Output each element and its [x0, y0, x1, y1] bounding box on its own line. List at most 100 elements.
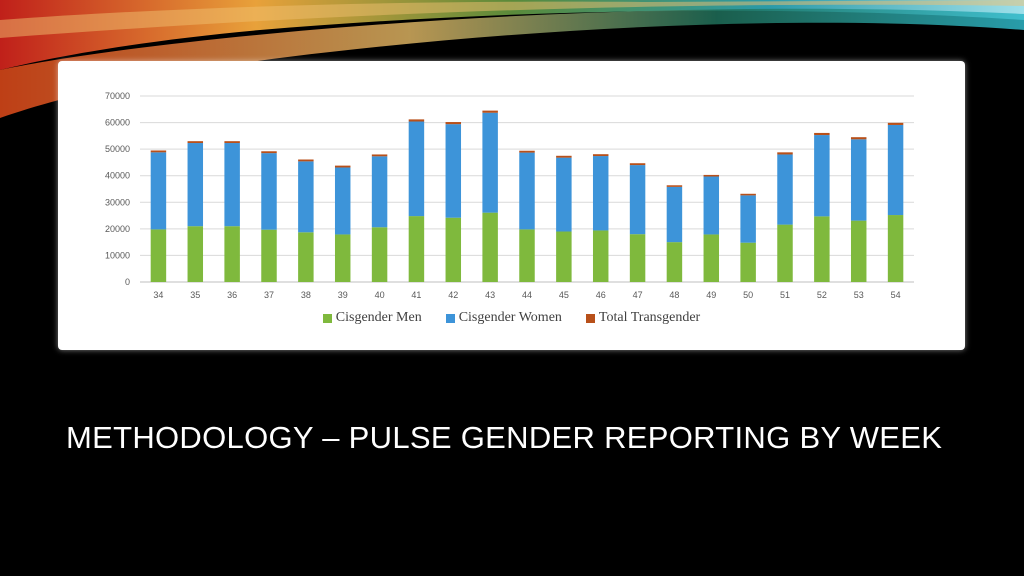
legend-label: Cisgender Women [458, 310, 562, 325]
bar-total-transgender-week-39 [334, 165, 351, 168]
y-tick-label: 70000 [105, 91, 130, 101]
bar-cisgender-women-week-53 [850, 139, 867, 221]
bar-total-transgender-week-34 [150, 150, 167, 153]
x-tick-label: 40 [375, 290, 385, 300]
x-tick-label: 45 [559, 290, 569, 300]
bar-cisgender-women-week-54 [887, 124, 904, 216]
bar-cisgender-women-week-40 [371, 156, 388, 228]
bar-cisgender-men-week-35 [187, 226, 204, 282]
bar-cisgender-women-week-50 [740, 195, 756, 243]
bar-cisgender-women-week-51 [777, 154, 793, 225]
bar-total-transgender-week-50 [740, 193, 756, 196]
bar-cisgender-women-week-46 [592, 156, 609, 231]
bar-total-transgender-week-45 [556, 155, 572, 158]
bar-total-transgender-week-37 [261, 151, 277, 154]
x-tick-label: 48 [669, 290, 679, 300]
legend-label: Total Transgender [598, 310, 701, 325]
legend-swatch [445, 313, 455, 323]
bar-cisgender-women-week-38 [298, 161, 314, 233]
bar-total-transgender-week-38 [298, 159, 314, 162]
bar-cisgender-women-week-37 [261, 153, 277, 230]
bar-cisgender-women-week-52 [814, 135, 830, 217]
bar-cisgender-women-week-45 [556, 157, 572, 232]
legend-swatch [585, 313, 595, 323]
bar-total-transgender-week-44 [519, 150, 535, 153]
x-tick-label: 52 [817, 290, 827, 300]
bar-cisgender-men-week-41 [408, 216, 425, 282]
bar-cisgender-men-week-52 [814, 216, 830, 282]
bar-total-transgender-week-35 [187, 141, 204, 144]
bar-total-transgender-week-48 [666, 185, 683, 187]
bar-cisgender-men-week-47 [629, 234, 646, 282]
bar-cisgender-men-week-38 [298, 232, 314, 282]
x-tick-label: 39 [338, 290, 348, 300]
x-tick-label: 38 [301, 290, 311, 300]
x-tick-label: 34 [153, 290, 163, 300]
bar-total-transgender-week-52 [814, 132, 830, 136]
y-tick-label: 0 [125, 277, 130, 287]
bar-total-transgender-week-51 [777, 152, 793, 155]
slide-title: METHODOLOGY – PULSE GENDER REPORTING BY … [66, 420, 943, 455]
x-tick-label: 35 [190, 290, 200, 300]
x-tick-label: 43 [485, 290, 495, 300]
bar-cisgender-men-week-43 [482, 212, 498, 282]
bar-total-transgender-week-36 [224, 141, 240, 144]
y-tick-label: 30000 [105, 197, 130, 207]
bar-total-transgender-week-53 [850, 137, 867, 140]
bar-total-transgender-week-46 [592, 154, 609, 157]
bar-cisgender-men-week-49 [703, 234, 720, 282]
bar-cisgender-men-week-42 [445, 217, 462, 282]
bar-cisgender-women-week-35 [187, 143, 204, 227]
bar-total-transgender-week-49 [703, 174, 720, 177]
legend-label: Cisgender Men [335, 310, 422, 325]
bar-cisgender-men-week-54 [887, 215, 904, 282]
x-tick-label: 37 [264, 290, 274, 300]
legend-swatch [322, 313, 332, 323]
bar-cisgender-women-week-47 [629, 165, 646, 235]
bar-cisgender-men-week-36 [224, 226, 240, 282]
bar-cisgender-men-week-46 [592, 230, 609, 282]
stacked-bar-chart: 0 10000 20000 30000 40000 50000 60000 70000 34 35… [105, 91, 914, 300]
bar-cisgender-men-week-39 [334, 234, 351, 282]
chart-card: 0 10000 20000 30000 40000 50000 60000 70000 34 35… [58, 61, 965, 350]
bar-cisgender-men-week-50 [740, 242, 756, 282]
x-tick-label: 47 [633, 290, 643, 300]
bar-cisgender-women-week-49 [703, 176, 720, 235]
bar-total-transgender-week-41 [408, 119, 425, 122]
bar-cisgender-men-week-53 [850, 220, 867, 282]
bar-total-transgender-week-43 [482, 110, 498, 113]
bar-total-transgender-week-47 [629, 163, 646, 166]
y-tick-label: 40000 [105, 171, 130, 181]
x-tick-label: 54 [891, 290, 901, 300]
bar-cisgender-women-week-44 [519, 152, 535, 230]
y-tick-label: 10000 [105, 250, 130, 260]
bar-cisgender-women-week-43 [482, 112, 498, 213]
y-tick-label: 50000 [105, 144, 130, 154]
legend-item: Total Transgender [585, 310, 701, 326]
bar-cisgender-women-week-34 [150, 152, 167, 230]
x-tick-label: 36 [227, 290, 237, 300]
bar-cisgender-men-week-44 [519, 229, 535, 282]
bar-cisgender-men-week-51 [777, 224, 793, 282]
y-tick-label: 60000 [105, 118, 130, 128]
x-tick-label: 41 [411, 290, 421, 300]
legend-item: Cisgender Men [322, 310, 422, 326]
bar-cisgender-women-week-36 [224, 143, 240, 227]
bar-cisgender-men-week-45 [556, 231, 572, 282]
x-tick-label: 51 [780, 290, 790, 300]
chart-legend: Cisgender Men Cisgender Women Total Transg… [58, 310, 965, 326]
bar-cisgender-men-week-40 [371, 227, 388, 282]
bar-cisgender-women-week-39 [334, 167, 351, 235]
x-tick-label: 53 [854, 290, 864, 300]
x-tick-label: 49 [706, 290, 716, 300]
bar-total-transgender-week-42 [445, 122, 462, 125]
legend-item: Cisgender Women [445, 310, 562, 326]
x-tick-label: 42 [448, 290, 458, 300]
y-tick-label: 20000 [105, 224, 130, 234]
bar-total-transgender-week-54 [887, 122, 904, 125]
x-tick-label: 46 [596, 290, 606, 300]
bar-cisgender-men-week-37 [261, 229, 277, 282]
x-tick-label: 44 [522, 290, 532, 300]
x-tick-label: 50 [743, 290, 753, 300]
bar-cisgender-women-week-48 [666, 186, 683, 243]
